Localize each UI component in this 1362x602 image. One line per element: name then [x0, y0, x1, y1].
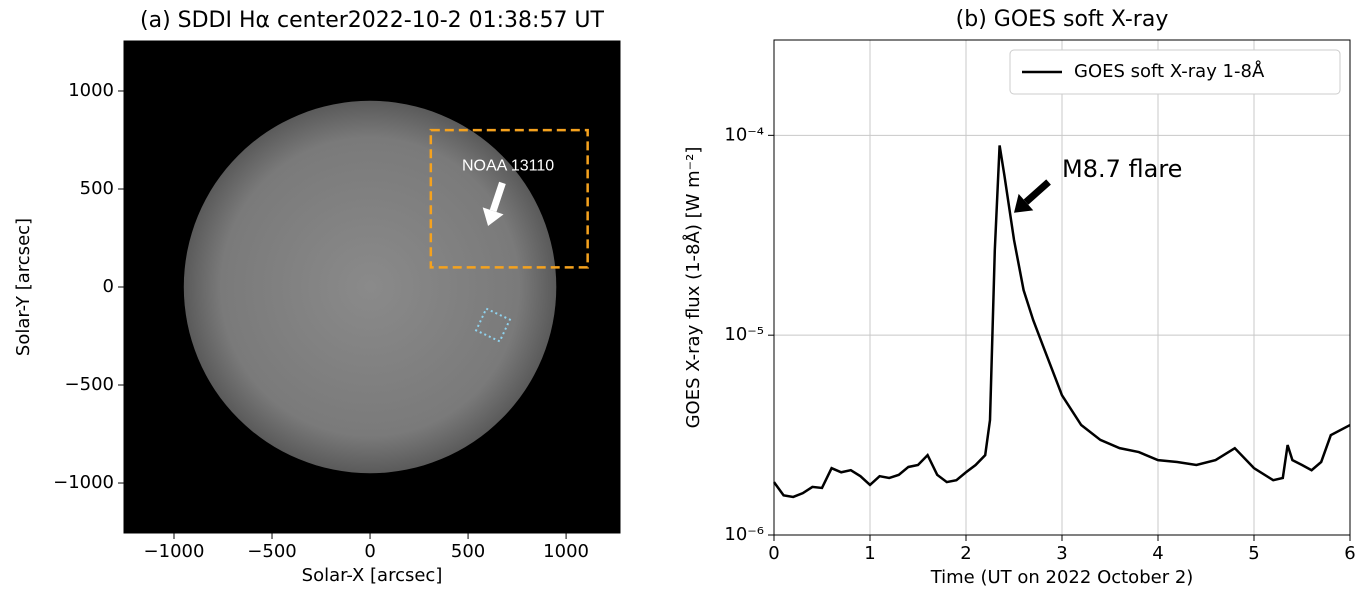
panel-b: GOES soft X-ray 1-8Å M8.7 flare 0 1 2 3 4 5 6 10⁻…	[682, 7, 1356, 588]
x-tick-label: 3	[1056, 543, 1067, 564]
annotation-arrowhead	[1014, 193, 1034, 213]
y-tick-label: −500	[65, 374, 114, 395]
line-series	[772, 145, 1351, 499]
x-tick-label: 0	[768, 543, 779, 564]
x-axis-label: Time (UT on 2022 October 2)	[930, 567, 1194, 588]
chart-title: (b) GOES soft X-ray	[956, 7, 1169, 32]
x-tick-label: 1000	[543, 541, 589, 562]
x-tick-label: 500	[451, 541, 485, 562]
annotation-arrowhead	[482, 207, 504, 227]
x-tick-label: 1	[864, 543, 875, 564]
region-box	[429, 128, 589, 269]
chart-title: (a) SDDI Hα center2022-10-2 01:38:57 UT	[140, 8, 605, 33]
annotation: M8.7 flare	[1062, 155, 1182, 183]
y-tick-label: 500	[80, 178, 114, 199]
y-axis-label: Solar-Y [arcsec]	[13, 218, 34, 356]
legend-label: GOES soft X-ray 1-8Å	[1074, 60, 1265, 82]
x-tick-label: 0	[364, 541, 375, 562]
annotation-arrow	[489, 181, 506, 212]
x-tick-label: −1000	[144, 541, 205, 562]
y-tick-label: 10⁻⁶	[724, 524, 764, 545]
y-axis-label: GOES X-ray flux (1-8Å) [W m⁻²]	[682, 147, 704, 429]
y-tick-label: 10⁻⁵	[724, 324, 764, 345]
x-tick-label: −500	[247, 541, 296, 562]
x-tick-label: 2	[960, 543, 971, 564]
x-tick-label: 4	[1152, 543, 1163, 564]
y-tick-label: 0	[103, 276, 114, 297]
y-tick-label: 10⁻⁴	[724, 124, 764, 145]
x-axis-label: Solar-X [arcsec]	[302, 565, 443, 586]
y-tick-label: −1000	[53, 472, 114, 493]
x-tick-label: 6	[1344, 543, 1355, 564]
panel-a: NOAA 13110 −1000 −500 0 500 1000 −1000 −500 0 500…	[13, 8, 621, 586]
annotation: NOAA 13110	[462, 157, 554, 174]
legend-box	[1009, 49, 1341, 95]
annotation-arrow	[1023, 179, 1051, 205]
y-tick-label: 1000	[68, 80, 114, 101]
x-tick-label: 5	[1248, 543, 1259, 564]
solar-disk	[183, 100, 557, 474]
